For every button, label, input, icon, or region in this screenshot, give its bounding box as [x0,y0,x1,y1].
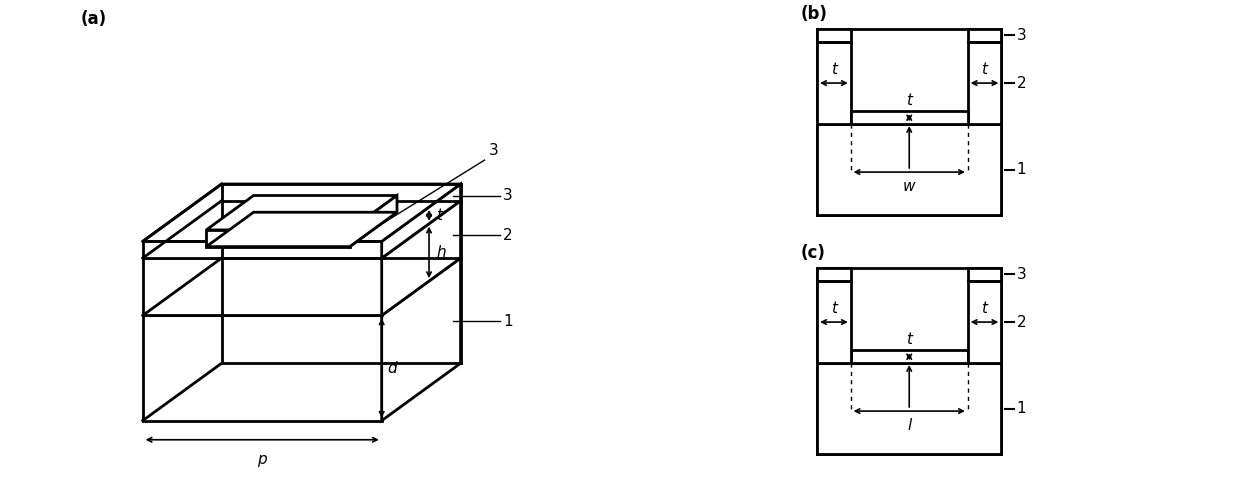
Text: p: p [258,452,267,467]
Text: 3: 3 [490,143,498,158]
Polygon shape [143,184,460,241]
Polygon shape [206,212,397,247]
Text: 2: 2 [503,228,512,243]
Text: 2: 2 [1017,76,1027,90]
Polygon shape [382,184,460,258]
Polygon shape [817,29,851,42]
Polygon shape [143,315,382,421]
Polygon shape [817,124,1001,215]
Polygon shape [817,281,851,363]
Polygon shape [967,281,1001,363]
Polygon shape [851,111,967,124]
Polygon shape [967,29,1001,42]
Polygon shape [851,350,967,363]
Polygon shape [143,258,382,315]
Polygon shape [350,196,397,247]
Text: h: h [436,245,446,260]
Text: 3: 3 [503,188,512,203]
Text: (a): (a) [81,10,107,28]
Polygon shape [817,29,1001,215]
Text: t: t [436,208,443,223]
Text: 1: 1 [503,314,512,329]
Polygon shape [967,42,1001,124]
Polygon shape [817,268,851,281]
Text: t: t [906,93,913,108]
Text: 3: 3 [1017,267,1027,282]
Text: t: t [906,332,913,347]
Text: t: t [831,62,837,77]
Text: 1: 1 [1017,401,1027,416]
Text: t: t [982,301,987,316]
Polygon shape [817,268,1001,454]
Polygon shape [817,363,1001,454]
Polygon shape [143,241,382,258]
Polygon shape [206,196,397,230]
Polygon shape [382,258,460,421]
Polygon shape [382,201,460,315]
Polygon shape [817,42,851,124]
Text: w: w [903,179,915,194]
Text: t: t [831,301,837,316]
Text: (b): (b) [801,5,827,23]
Text: 2: 2 [1017,315,1027,329]
Text: 1: 1 [1017,162,1027,177]
Text: (c): (c) [801,244,826,262]
Text: t: t [982,62,987,77]
Text: 3: 3 [1017,28,1027,43]
Text: d: d [387,360,397,376]
Text: l: l [908,418,911,433]
Polygon shape [206,230,350,247]
Polygon shape [967,268,1001,281]
